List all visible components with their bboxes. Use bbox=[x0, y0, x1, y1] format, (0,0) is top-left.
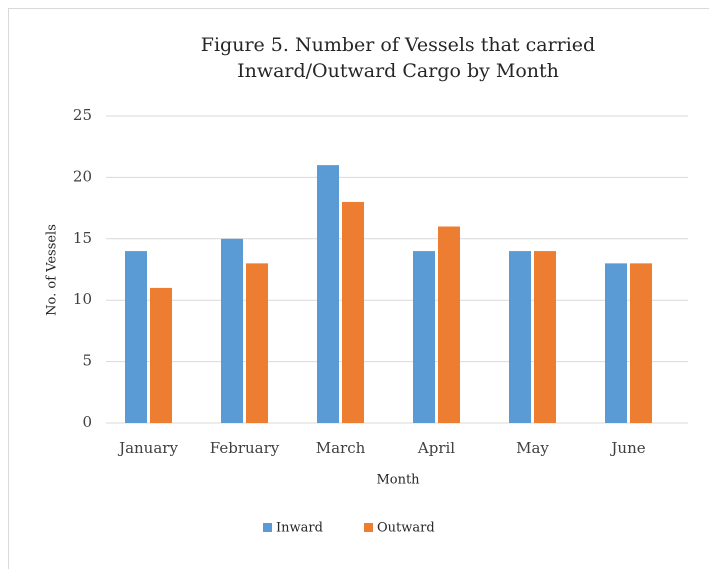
bar bbox=[342, 201, 364, 423]
legend-label: Inward bbox=[276, 521, 323, 536]
bar bbox=[534, 251, 556, 423]
x-tick-label: June bbox=[609, 439, 645, 457]
bar bbox=[509, 251, 531, 423]
x-tick-label: May bbox=[516, 439, 549, 457]
bar bbox=[125, 251, 147, 423]
bar bbox=[605, 263, 627, 423]
bar bbox=[413, 251, 435, 423]
x-tick-label: April bbox=[417, 439, 455, 457]
x-tick-label: March bbox=[316, 439, 366, 457]
bar bbox=[221, 238, 243, 423]
x-axis-label: Month bbox=[376, 473, 420, 488]
bar bbox=[438, 226, 460, 423]
y-axis-label: No. of Vessels bbox=[45, 224, 60, 316]
y-tick-label: 15 bbox=[73, 229, 92, 247]
bar bbox=[317, 165, 339, 423]
y-tick-label: 10 bbox=[73, 290, 92, 308]
y-tick-label: 25 bbox=[73, 106, 92, 124]
legend-label: Outward bbox=[377, 521, 435, 536]
y-tick-label: 0 bbox=[82, 413, 92, 431]
x-tick-label: January bbox=[117, 439, 178, 457]
y-tick-label: 5 bbox=[82, 352, 92, 370]
bar bbox=[150, 287, 172, 423]
y-tick-label: 20 bbox=[73, 167, 92, 185]
chart-border bbox=[8, 8, 709, 569]
bar bbox=[246, 263, 268, 423]
legend-swatch bbox=[263, 523, 272, 532]
legend-swatch bbox=[364, 523, 373, 532]
chart-title: Inward/Outward Cargo by Month bbox=[237, 60, 559, 82]
x-tick-label: February bbox=[210, 439, 280, 457]
chart-title: Figure 5. Number of Vessels that carried bbox=[201, 34, 595, 56]
bar bbox=[630, 263, 652, 423]
